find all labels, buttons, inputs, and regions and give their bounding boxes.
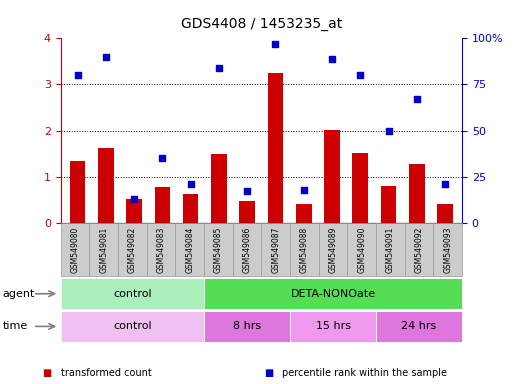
Bar bbox=[126, 199, 142, 223]
Point bbox=[215, 65, 223, 71]
Bar bbox=[381, 186, 397, 223]
Bar bbox=[353, 153, 368, 223]
Text: GDS4408 / 1453235_at: GDS4408 / 1453235_at bbox=[181, 17, 342, 31]
Text: GSM549084: GSM549084 bbox=[185, 227, 194, 273]
Point bbox=[328, 56, 336, 62]
Text: GSM549088: GSM549088 bbox=[300, 227, 309, 273]
Text: control: control bbox=[113, 321, 152, 331]
Text: time: time bbox=[3, 321, 28, 331]
Point bbox=[299, 187, 308, 193]
Bar bbox=[376, 311, 462, 342]
Text: 15 hrs: 15 hrs bbox=[316, 321, 351, 331]
Text: GSM549090: GSM549090 bbox=[357, 226, 366, 273]
Bar bbox=[61, 311, 204, 342]
Text: ■: ■ bbox=[42, 368, 52, 378]
Text: GSM549091: GSM549091 bbox=[386, 227, 395, 273]
Point bbox=[73, 72, 82, 78]
Text: 8 hrs: 8 hrs bbox=[233, 321, 261, 331]
Text: DETA-NONOate: DETA-NONOate bbox=[290, 289, 375, 299]
Text: GSM549087: GSM549087 bbox=[271, 227, 280, 273]
Text: percentile rank within the sample: percentile rank within the sample bbox=[282, 368, 448, 378]
Text: agent: agent bbox=[3, 289, 35, 299]
Text: GSM549085: GSM549085 bbox=[214, 227, 223, 273]
Text: GSM549083: GSM549083 bbox=[156, 227, 166, 273]
Text: GSM549082: GSM549082 bbox=[128, 227, 137, 273]
Text: ■: ■ bbox=[264, 368, 274, 378]
Text: GSM549080: GSM549080 bbox=[71, 227, 80, 273]
Bar bbox=[324, 130, 340, 223]
Bar bbox=[61, 278, 204, 309]
Point bbox=[102, 54, 110, 60]
Bar bbox=[204, 278, 462, 309]
Point bbox=[130, 196, 138, 202]
Text: 24 hrs: 24 hrs bbox=[401, 321, 437, 331]
Point bbox=[271, 41, 280, 47]
Bar bbox=[268, 73, 283, 223]
Text: GSM549093: GSM549093 bbox=[443, 226, 452, 273]
Bar bbox=[183, 194, 199, 223]
Text: GSM549086: GSM549086 bbox=[242, 227, 251, 273]
Point bbox=[186, 181, 195, 187]
Text: GSM549081: GSM549081 bbox=[99, 227, 108, 273]
Bar bbox=[155, 187, 170, 223]
Bar bbox=[290, 311, 376, 342]
Text: GSM549089: GSM549089 bbox=[328, 227, 337, 273]
Point bbox=[158, 155, 167, 161]
Point bbox=[356, 72, 364, 78]
Point bbox=[243, 188, 251, 194]
Bar bbox=[296, 204, 312, 223]
Bar bbox=[211, 154, 227, 223]
Bar bbox=[204, 311, 290, 342]
Point bbox=[384, 127, 393, 134]
Bar bbox=[437, 204, 453, 223]
Bar bbox=[98, 148, 114, 223]
Text: transformed count: transformed count bbox=[61, 368, 152, 378]
Bar bbox=[240, 201, 255, 223]
Bar bbox=[70, 161, 86, 223]
Bar bbox=[409, 164, 425, 223]
Point bbox=[441, 181, 449, 187]
Text: GSM549092: GSM549092 bbox=[414, 227, 423, 273]
Point bbox=[412, 96, 421, 102]
Text: control: control bbox=[113, 289, 152, 299]
